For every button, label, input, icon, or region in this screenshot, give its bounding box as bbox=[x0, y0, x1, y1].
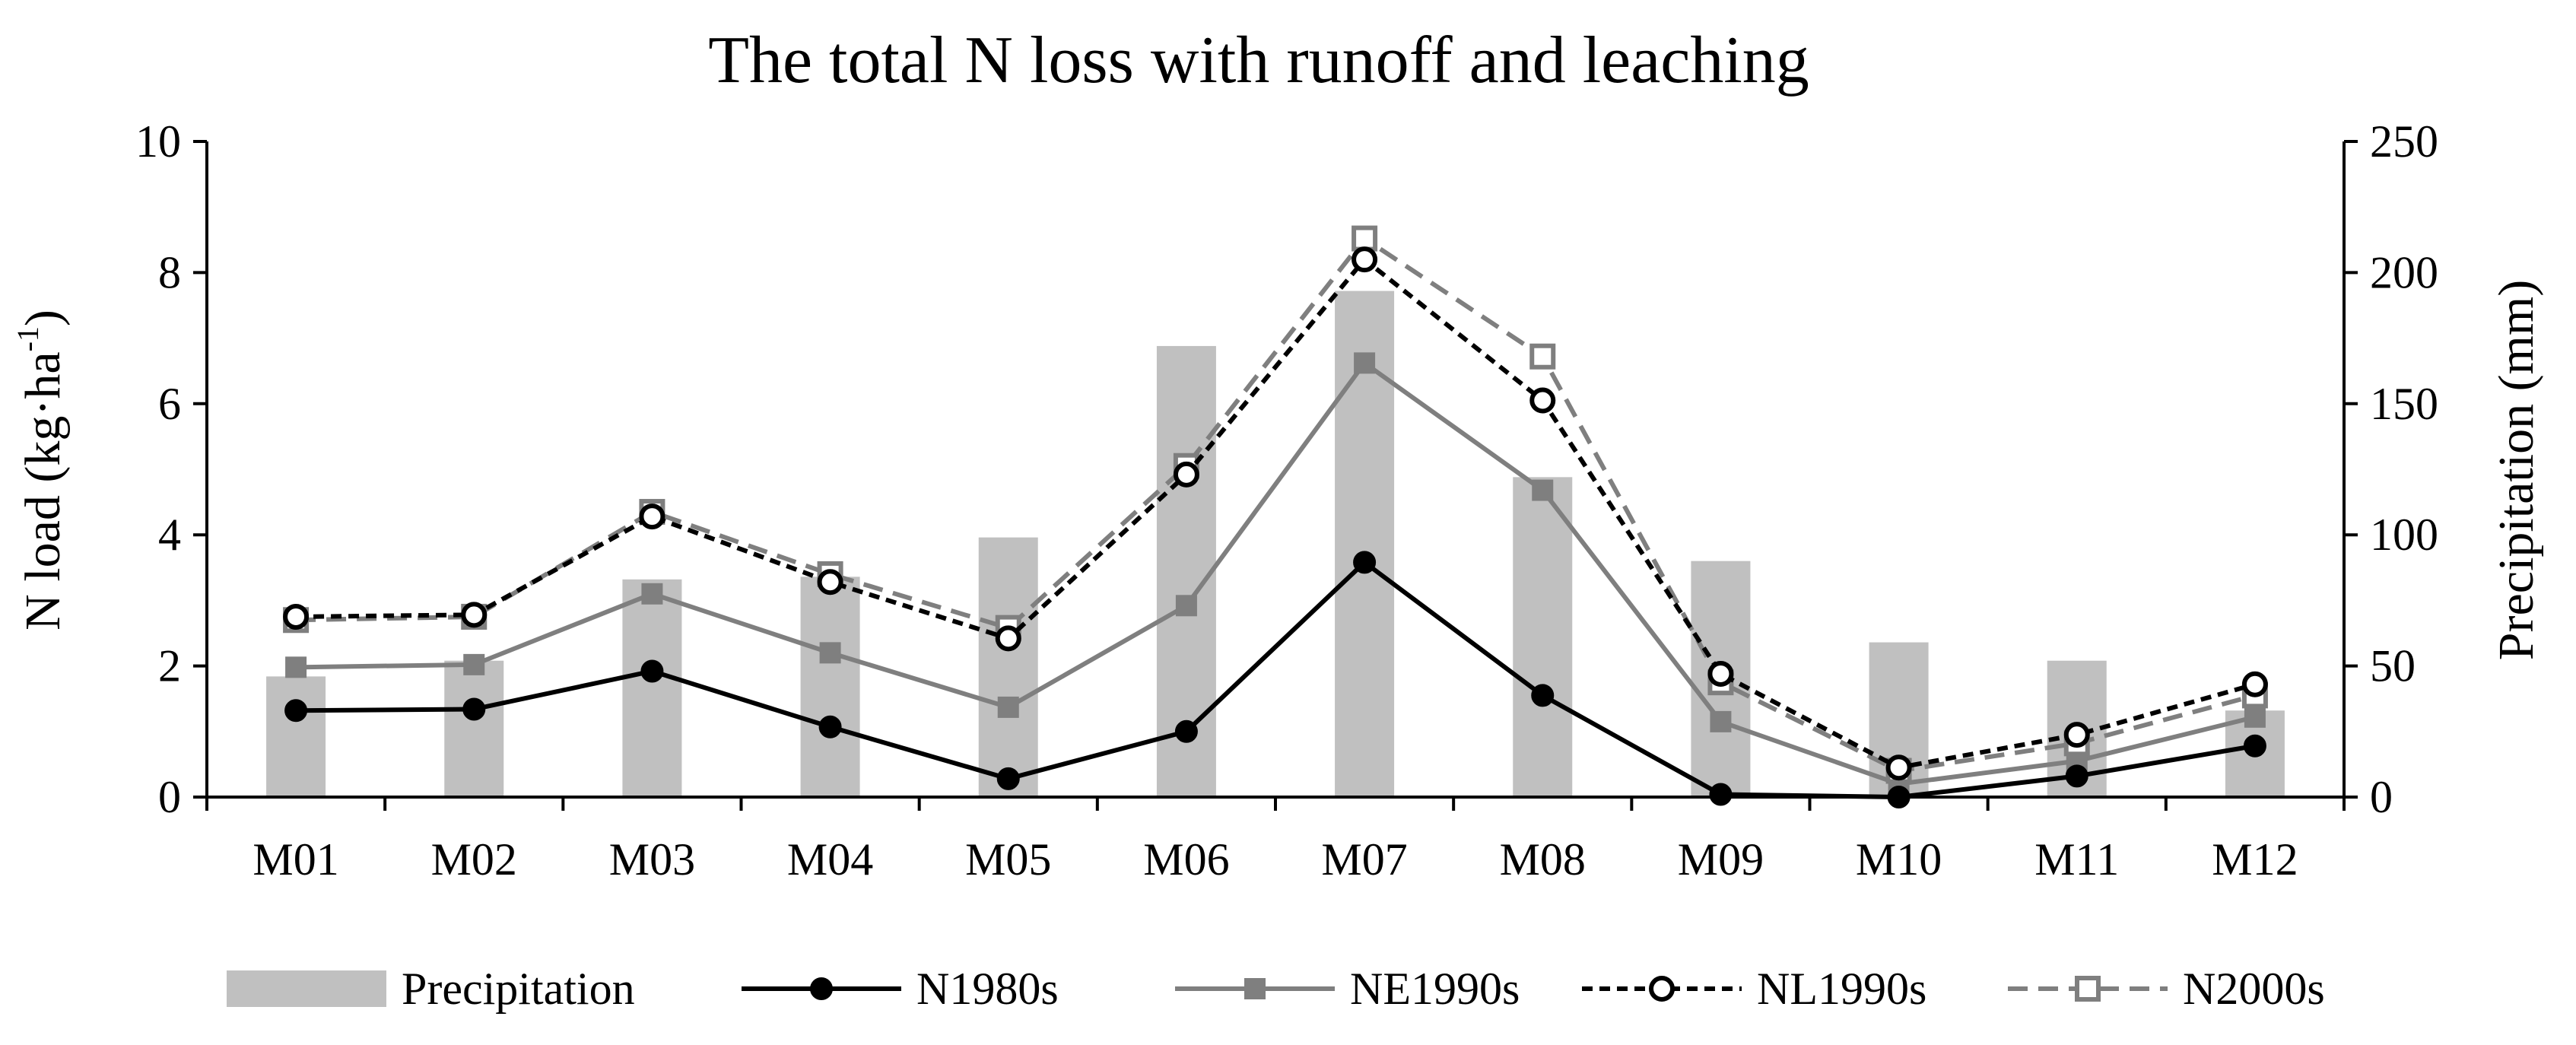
legend-label-n2000s: N2000s bbox=[2183, 964, 2325, 1014]
series-ne1990s-point bbox=[641, 583, 663, 605]
series-n1980s-point bbox=[996, 767, 1020, 790]
series-nl1990s-point bbox=[1885, 754, 1912, 781]
x-tick-label-m10: M10 bbox=[1856, 834, 1942, 885]
series-nl1990s-point bbox=[461, 602, 488, 628]
precipitation-bar-m02 bbox=[444, 660, 504, 797]
series-n1980s-point bbox=[1709, 783, 1733, 806]
series-ne1990s-point bbox=[819, 642, 841, 664]
series-nl1990s-point bbox=[639, 503, 665, 530]
series-n1980s-point bbox=[284, 699, 308, 723]
y-right-axis-title: Precipitation (mm) bbox=[2489, 280, 2544, 660]
series-ne1990s-point bbox=[2244, 706, 2266, 728]
y-left-tick-label: 2 bbox=[158, 641, 181, 691]
series-nl1990s-point bbox=[1707, 660, 1734, 687]
precipitation-bar-m04 bbox=[800, 576, 860, 797]
bars-layer bbox=[266, 291, 2285, 798]
y-right-tick-label: 50 bbox=[2370, 641, 2416, 691]
x-tick-label-m06: M06 bbox=[1143, 834, 1229, 885]
series-ne1990s-point bbox=[997, 696, 1019, 718]
series-nl1990s-point bbox=[817, 569, 843, 596]
x-tick-label-m07: M07 bbox=[1321, 834, 1407, 885]
legend-marker-nl1990s bbox=[1649, 976, 1675, 1002]
legend: Precipitation N1980s NE1990s NL1990s N2000s bbox=[227, 964, 2325, 1014]
series-nl1990s bbox=[283, 246, 2268, 781]
series-nl1990s-point bbox=[1352, 246, 1378, 273]
series-nl1990s-point bbox=[1173, 461, 1199, 488]
y-left-axis-title-sup: -1 bbox=[11, 326, 45, 351]
legend-marker-n1980s bbox=[810, 977, 833, 1000]
y-left-axis-title-end: ) bbox=[15, 310, 71, 326]
series-ne1990s-point bbox=[285, 656, 307, 678]
series-n1980s-point bbox=[1174, 719, 1198, 743]
legend-marker-n2000s bbox=[2075, 976, 2101, 1002]
chart-title: The total N loss with runoff and leachin… bbox=[708, 24, 1809, 97]
series-n2000s bbox=[283, 225, 2268, 784]
series-nl1990s-point bbox=[283, 603, 310, 630]
x-tick-label-m04: M04 bbox=[787, 834, 873, 885]
lines-layer bbox=[283, 225, 2268, 808]
series-n1980s-line bbox=[296, 560, 2256, 799]
series-ne1990s bbox=[285, 352, 2266, 795]
y-right-tick-label: 0 bbox=[2370, 772, 2393, 822]
series-ne1990s-point bbox=[1710, 710, 1732, 732]
x-tick-label-m12: M12 bbox=[2212, 834, 2298, 885]
x-tick-label-m11: M11 bbox=[2034, 834, 2119, 885]
y-right-tick-label: 150 bbox=[2370, 379, 2438, 429]
x-tick-label-m09: M09 bbox=[1678, 834, 1764, 885]
series-n1980s-point bbox=[462, 697, 486, 721]
y-right-tick-label: 200 bbox=[2370, 247, 2438, 297]
series-n1980s bbox=[284, 551, 2266, 808]
y-left-tick-label: 6 bbox=[158, 379, 181, 429]
series-n1980s-point bbox=[2065, 764, 2088, 788]
series-n1980s-point bbox=[1531, 684, 1555, 707]
x-tick-label-m08: M08 bbox=[1500, 834, 1586, 885]
series-nl1990s-point bbox=[2241, 671, 2268, 697]
series-ne1990s-point bbox=[463, 653, 485, 675]
series-nl1990s-point bbox=[1529, 387, 1556, 414]
legend-label-n1980s: N1980s bbox=[916, 964, 1059, 1014]
series-n1980s-point bbox=[818, 715, 842, 738]
x-tick-label-m01: M01 bbox=[253, 834, 338, 885]
precipitation-bar-m01 bbox=[266, 676, 326, 797]
series-n1980s-point bbox=[640, 659, 664, 683]
legend-label-nl1990s: NL1990s bbox=[1757, 964, 1926, 1014]
series-n1980s-point bbox=[2243, 734, 2266, 758]
precipitation-bar-m03 bbox=[622, 579, 682, 797]
precipitation-bar-m05 bbox=[978, 537, 1038, 797]
series-n1980s-point bbox=[1887, 786, 1911, 808]
series-nl1990s-line bbox=[296, 257, 2256, 770]
series-n2000s-line bbox=[296, 236, 2256, 773]
series-ne1990s-line bbox=[296, 361, 2256, 786]
series-n2000s-point bbox=[1352, 225, 1378, 252]
x-tick-label-m02: M02 bbox=[431, 834, 517, 885]
legend-label-precipitation: Precipitation bbox=[402, 964, 635, 1014]
y-right-tick-label: 100 bbox=[2370, 510, 2438, 560]
x-tick-label-m05: M05 bbox=[965, 834, 1051, 885]
y-left-tick-label: 0 bbox=[158, 772, 181, 822]
series-n1980s-point bbox=[1353, 551, 1377, 574]
y-left-axis-title: N load (kg·ha-1) bbox=[11, 310, 71, 630]
series-ne1990s-point bbox=[1354, 352, 1376, 374]
x-tick-label-m03: M03 bbox=[609, 834, 695, 885]
series-n2000s-point bbox=[1529, 343, 1556, 370]
precipitation-bar-m08 bbox=[1513, 477, 1573, 797]
series-ne1990s-point bbox=[1532, 479, 1554, 501]
y-right-tick-label: 250 bbox=[2370, 116, 2438, 167]
legend-swatch-precipitation bbox=[227, 970, 386, 1007]
series-nl1990s-point bbox=[2063, 722, 2090, 748]
y-left-tick-label: 8 bbox=[158, 247, 181, 297]
series-nl1990s-point bbox=[995, 625, 1021, 652]
y-left-tick-label: 4 bbox=[158, 510, 181, 560]
legend-marker-ne1990s bbox=[1244, 978, 1266, 999]
series-ne1990s-point bbox=[1175, 595, 1197, 617]
y-left-tick-label: 10 bbox=[135, 116, 181, 167]
legend-label-ne1990s: NE1990s bbox=[1350, 964, 1520, 1014]
